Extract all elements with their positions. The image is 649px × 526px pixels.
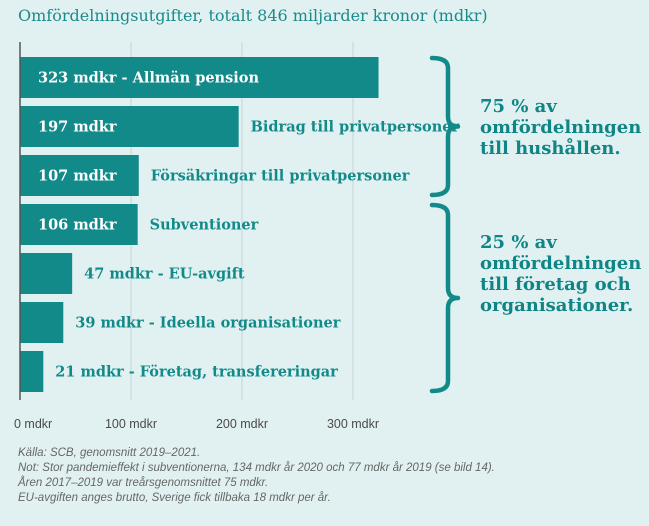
curly-bracket <box>429 202 461 394</box>
bar <box>20 302 64 343</box>
bar-category-label: 39 mdkr - Ideella organisationer <box>75 315 340 332</box>
footnotes: Källa: SCB, genomsnitt 2019–2021. Not: S… <box>18 446 495 506</box>
bracket-label-line: omfördelningen <box>480 117 642 138</box>
footnote: Åren 2017–2019 var treårsgenomsnittet 75… <box>18 477 269 489</box>
bar <box>20 351 44 392</box>
bracket-label-line: 75 % av <box>480 96 557 117</box>
bracket-label-line: till företag och <box>480 274 631 295</box>
x-tick-label: 0 mdkr <box>14 417 52 431</box>
bar-category-label: 47 mdkr - EU-avgift <box>84 266 245 283</box>
bracket-label-line: organisationer. <box>480 295 634 316</box>
bar-category-label: Försäkringar till privatpersoner <box>151 168 410 185</box>
x-tick-label: 100 mdkr <box>105 417 157 431</box>
bracket-label-line: omfördelningen <box>480 253 642 274</box>
bar-category-label: Bidrag till privatpersoner <box>251 119 460 136</box>
bracket-label-line: till hushållen. <box>480 138 621 159</box>
bar-category-label: 21 mdkr - Företag, transfereringar <box>55 364 338 381</box>
bar-value-label: 197 mdkr <box>38 119 117 136</box>
bracket-label-line: 25 % av <box>480 232 557 253</box>
bracket-label-households: 75 % av omfördelningen till hushållen. <box>480 96 645 159</box>
bar <box>20 253 73 294</box>
footnote: Not: Stor pandemieffekt i subventionerna… <box>18 462 495 474</box>
bar <box>20 57 379 98</box>
source-note: Källa: SCB, genomsnitt 2019–2021. <box>18 447 201 459</box>
curly-bracket <box>429 55 461 198</box>
bar-value-label: 107 mdkr <box>38 168 117 185</box>
bar <box>20 204 138 245</box>
x-tick-label: 300 mdkr <box>327 417 379 431</box>
footnote: EU-avgiften anges brutto, Sverige fick t… <box>18 492 331 504</box>
bar-value-label: 106 mdkr <box>38 217 117 234</box>
chart-title: Omfördelningsutgifter, totalt 846 miljar… <box>18 6 488 25</box>
x-tick-label: 200 mdkr <box>216 417 268 431</box>
bar-category-label: Subventioner <box>150 217 259 234</box>
bar-value-label: 323 mdkr - Allmän pension <box>38 70 259 87</box>
bar <box>20 155 139 196</box>
bracket-label-organisations: 25 % av omfördelningen till företag och … <box>480 232 645 316</box>
bar <box>20 106 239 147</box>
